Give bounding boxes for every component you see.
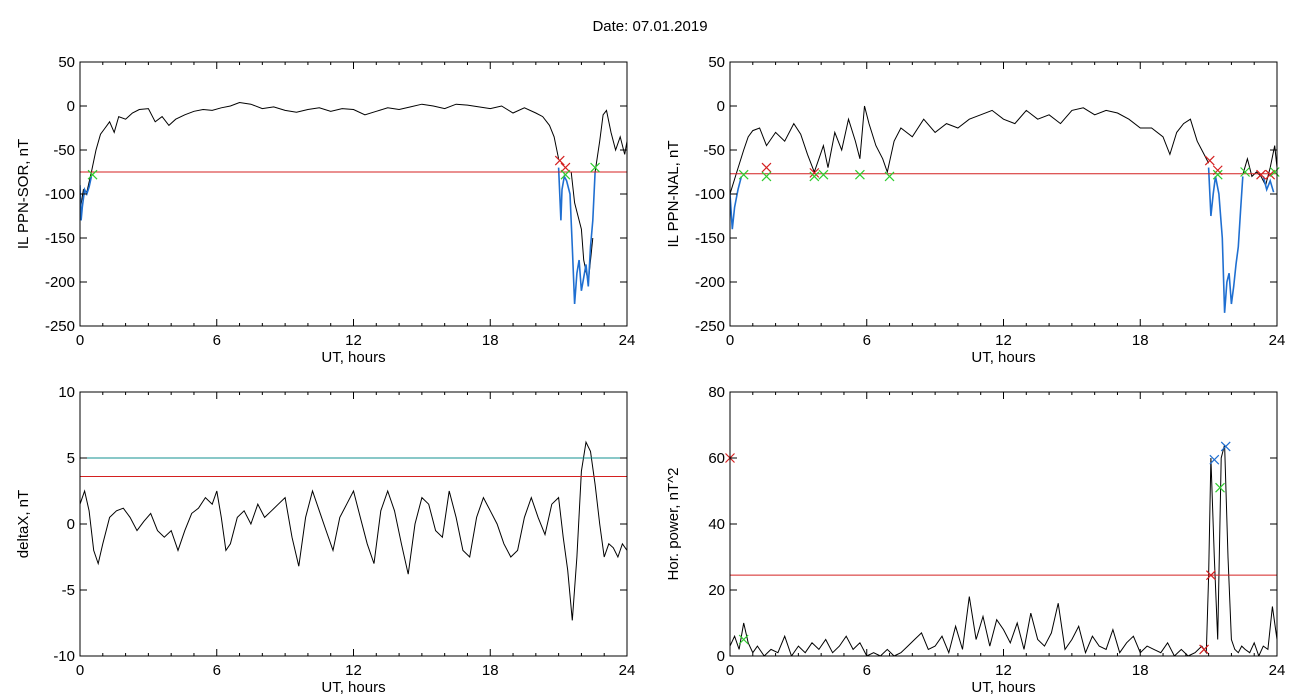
x-tick-label: 0 (76, 662, 84, 679)
y-tick-label: 50 (58, 54, 75, 71)
end-marker (590, 162, 601, 173)
y-tick-label: -50 (703, 142, 725, 159)
y-tick-label: 50 (708, 54, 725, 71)
x-tick-label: 6 (863, 332, 871, 349)
chart-panel-4: 0 6 12 18 24 80 60 40 20 0 UT, hours Hor. power, nT… (665, 384, 1285, 696)
x-tick-label: 0 (726, 662, 734, 679)
y-tick-label: -150 (695, 230, 725, 247)
y-tick-label: -5 (62, 582, 75, 599)
x-tick-label: 0 (726, 332, 734, 349)
onset-marker (1199, 644, 1209, 655)
y-axis-label: IL PPN-NAL, nT (665, 141, 682, 248)
end-marker (854, 169, 865, 180)
y-tick-label: 40 (708, 516, 725, 533)
y-tick-label: -200 (45, 274, 75, 291)
x-axis-label: UT, hours (321, 679, 385, 696)
series-line-4 (557, 167, 596, 305)
series-line-1 (80, 440, 627, 621)
y-axis-label: deltaX, nT (15, 490, 32, 558)
x-tick-label: 24 (619, 332, 636, 349)
onset-marker (554, 155, 565, 166)
onset-marker (809, 167, 820, 178)
x-tick-label: 6 (213, 332, 221, 349)
x-tick-label: 24 (1269, 332, 1286, 349)
y-tick-label: -150 (45, 230, 75, 247)
plot-frame (729, 61, 1278, 327)
y-tick-label: 10 (58, 384, 75, 401)
y-tick-label: 5 (67, 450, 75, 467)
chart-panel-3: 0 6 12 18 24 10 5 0 -5 -10 UT, hours deltaX, nT (15, 384, 635, 696)
plot-frame (729, 391, 1278, 657)
onset-marker (1204, 155, 1215, 166)
y-tick-label: -10 (53, 648, 75, 665)
end-marker (1240, 167, 1251, 177)
series-line-2 (80, 176, 93, 221)
series-line-1 (80, 101, 560, 212)
end-marker (87, 169, 98, 180)
x-tick-label: 12 (345, 332, 362, 349)
y-tick-label: 0 (717, 98, 725, 115)
end-marker (818, 169, 829, 180)
x-tick-label: 24 (619, 662, 636, 679)
plot-frame (79, 391, 628, 657)
end-marker (738, 169, 749, 180)
end-marker (761, 171, 772, 182)
x-tick-label: 12 (995, 662, 1012, 679)
y-tick-label: 60 (708, 450, 725, 467)
y-axis-label: IL PPN-SOR, nT (15, 139, 32, 249)
x-tick-label: 18 (482, 662, 499, 679)
plot-frame (79, 61, 628, 327)
x-tick-label: 18 (1132, 332, 1149, 349)
x-tick-label: 0 (76, 332, 84, 349)
onset-marker (1212, 165, 1223, 176)
series-line-3 (1207, 167, 1244, 313)
chart-panel-2: 0 6 12 18 24 50 0 -50 -100 -150 -200 -250 UT, hours I… (665, 54, 1285, 366)
x-axis-label: UT, hours (971, 349, 1035, 366)
onset-marker (1205, 570, 1216, 581)
series-line-5 (1262, 176, 1275, 193)
y-tick-label: -100 (695, 186, 725, 203)
end-marker (809, 171, 820, 182)
y-tick-label: -200 (695, 274, 725, 291)
y-tick-label: -250 (695, 318, 725, 335)
peak-marker (1220, 441, 1231, 452)
end-marker (738, 634, 749, 645)
y-tick-label: 0 (717, 648, 725, 665)
x-tick-label: 6 (213, 662, 221, 679)
end-marker (884, 171, 895, 182)
onset-marker (1265, 169, 1276, 180)
y-tick-label: -50 (53, 142, 75, 159)
x-axis-label: UT, hours (971, 679, 1035, 696)
chart-panel-1: 0 6 12 18 24 50 0 -50 -100 -150 -200 -250 UT, hours I… (15, 54, 635, 366)
y-tick-label: 0 (67, 98, 75, 115)
onset-marker (560, 162, 571, 173)
x-axis-label: UT, hours (321, 349, 385, 366)
date-title: Date: 07.01.2019 (592, 18, 708, 35)
series-line-4 (1242, 145, 1277, 187)
series-line-1 (730, 105, 1210, 195)
onset-marker (1256, 169, 1266, 180)
x-tick-label: 12 (995, 332, 1012, 349)
y-tick-label: 20 (708, 582, 725, 599)
end-marker (1269, 167, 1280, 177)
series-line-5 (594, 109, 627, 173)
end-marker (1215, 482, 1225, 493)
series-line-1 (730, 444, 1277, 656)
y-tick-label: -100 (45, 186, 75, 203)
x-tick-label: 24 (1269, 662, 1286, 679)
onset-marker (761, 162, 772, 173)
end-marker (1212, 169, 1223, 180)
x-tick-label: 12 (345, 662, 362, 679)
series-line-2 (730, 176, 743, 230)
y-tick-label: -250 (45, 318, 75, 335)
end-marker (560, 169, 571, 180)
y-axis-label: Hor. power, nT^2 (665, 468, 682, 581)
y-tick-label: 0 (67, 516, 75, 533)
x-tick-label: 6 (863, 662, 871, 679)
x-tick-label: 18 (1132, 662, 1149, 679)
peak-marker (1209, 454, 1220, 465)
y-tick-label: 80 (708, 384, 725, 401)
x-tick-label: 18 (482, 332, 499, 349)
